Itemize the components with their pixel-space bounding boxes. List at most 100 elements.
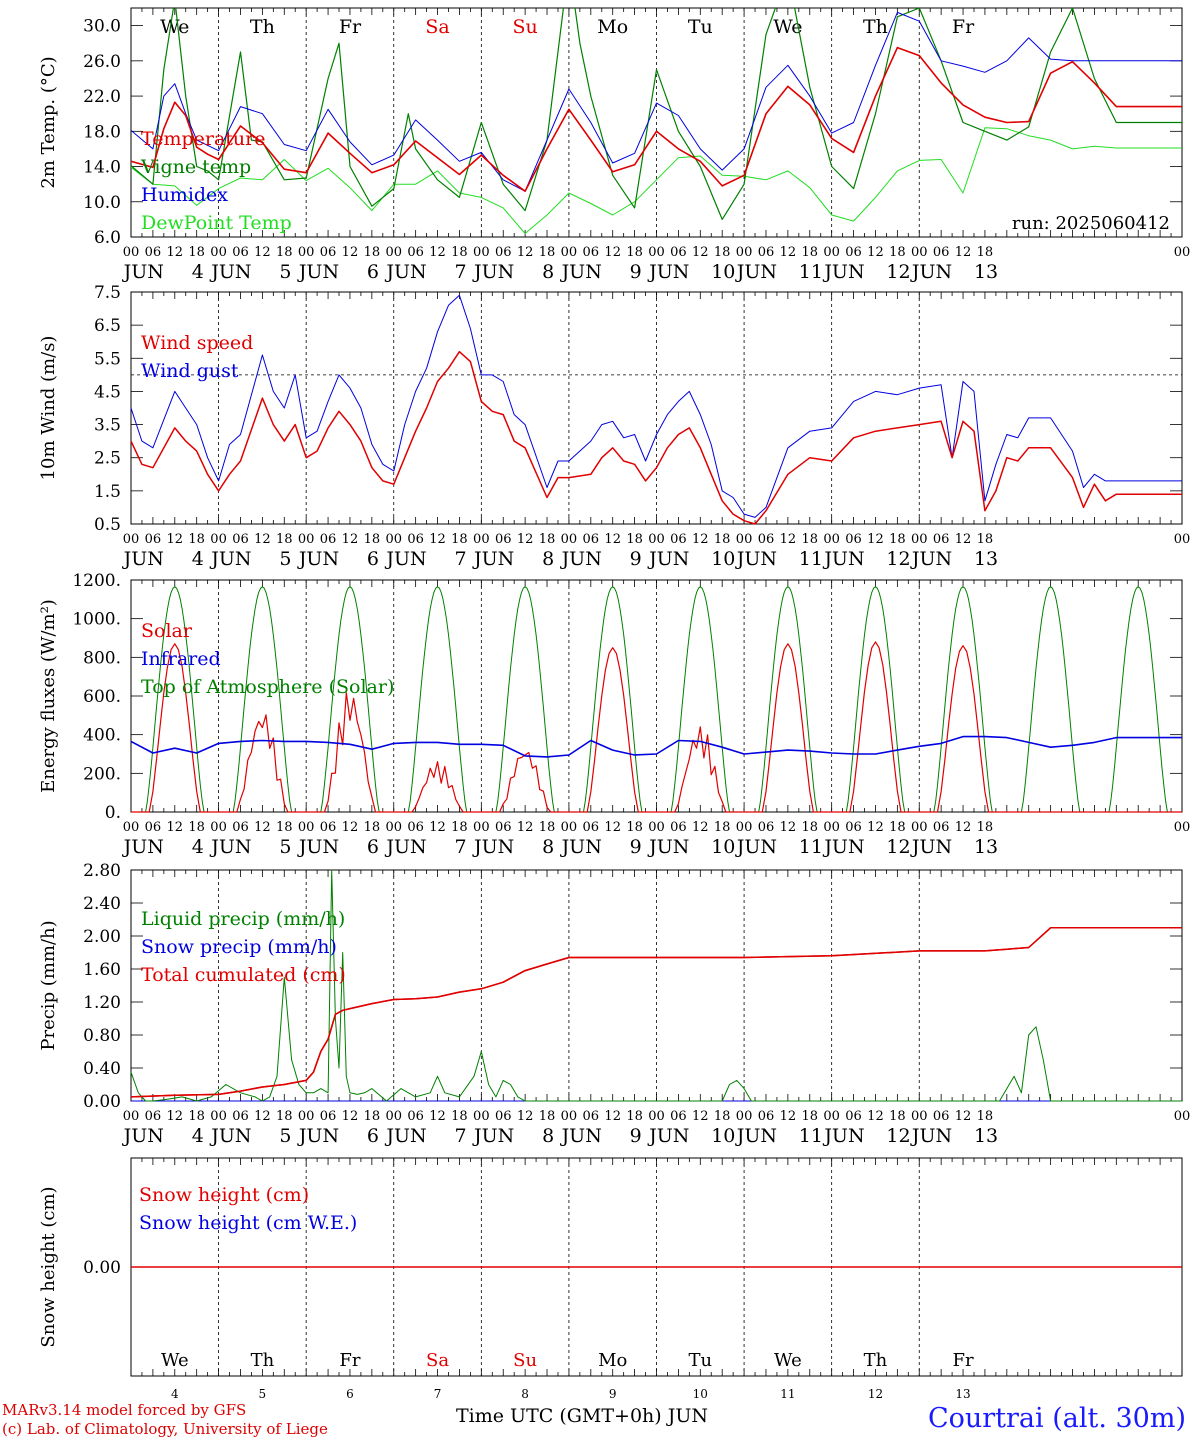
date-label: 11	[799, 1125, 823, 1147]
hour-label: 18	[977, 532, 994, 547]
hour-label: 18	[539, 532, 556, 547]
hour-label: 06	[933, 1109, 950, 1124]
hour-label: 18	[626, 532, 643, 547]
hour-label: 00	[736, 532, 753, 547]
hour-label: 12	[254, 820, 271, 835]
day-label: Fr	[952, 1350, 973, 1371]
month-label: JUN	[209, 548, 251, 570]
hour-label: 00	[123, 820, 140, 835]
month-label: JUN	[472, 261, 514, 283]
y-tick-label: 1.20	[83, 993, 121, 1013]
day-label: Mo	[597, 16, 628, 38]
y-tick-label: 400.	[83, 726, 121, 746]
month-label: JUN	[735, 548, 777, 570]
y-tick-label: 14.0	[83, 158, 121, 178]
hour-label: 12	[167, 1109, 184, 1124]
date-label: 5	[259, 1387, 267, 1401]
hour-label: 18	[188, 245, 205, 260]
month-label: JUN	[122, 1125, 164, 1147]
hour-label: 00	[473, 1109, 490, 1124]
hour-label: 00	[823, 245, 840, 260]
hour-label: 06	[845, 532, 862, 547]
month-label: JUN	[209, 1125, 251, 1147]
month-label: JUN	[384, 836, 426, 858]
hour-label: 18	[539, 245, 556, 260]
date-label: 6	[367, 548, 379, 570]
month-label: JUN	[910, 548, 952, 570]
month-label: JUN	[297, 548, 339, 570]
hour-label: 00	[823, 1109, 840, 1124]
hour-label: 12	[254, 1109, 271, 1124]
hour-label: 06	[495, 820, 512, 835]
hour-label: 00	[473, 245, 490, 260]
legend-snow-height-cm: Snow height (cm)	[139, 1184, 309, 1206]
y-tick-label: 18.0	[83, 122, 121, 142]
hour-label: 06	[933, 532, 950, 547]
day-label: We	[161, 1350, 189, 1371]
hour-label: 06	[407, 532, 424, 547]
date-label: 7	[454, 261, 466, 283]
hour-label: 18	[801, 1109, 818, 1124]
series-humidex	[131, 11, 1182, 192]
hour-label: 18	[451, 1109, 468, 1124]
date-label: 8	[542, 1125, 554, 1147]
hour-label: 12	[429, 532, 446, 547]
hour-label: 06	[670, 820, 687, 835]
date-label: 13	[974, 548, 998, 570]
day-label: Tu	[688, 1350, 712, 1371]
y-tick-label: 200.	[83, 764, 121, 784]
hour-label: 00	[298, 245, 315, 260]
hour-label: 12	[692, 1109, 709, 1124]
y-tick-label: 0.40	[83, 1059, 121, 1079]
hour-label: 12	[517, 532, 534, 547]
series-total-cumulated-front	[130, 927, 1182, 1098]
hour-label: 06	[145, 1109, 162, 1124]
hour-label: 12	[604, 820, 621, 835]
month-label: JUN	[822, 836, 864, 858]
hour-label: 06	[933, 245, 950, 260]
date-label: 4	[171, 1387, 179, 1401]
y-tick-label: 0.	[105, 803, 121, 823]
hour-label: 12	[780, 245, 797, 260]
date-label: 8	[521, 1387, 529, 1401]
hour-label: 00	[385, 1109, 402, 1124]
hour-label: 00	[385, 245, 402, 260]
day-label: Fr	[339, 1350, 360, 1371]
month-label: JUN	[560, 548, 602, 570]
series-infrared	[130, 735, 1182, 758]
date-label: 10	[711, 548, 735, 570]
y-tick-label: 1000.	[72, 610, 121, 630]
hour-label: 06	[407, 820, 424, 835]
hour-label: 18	[801, 245, 818, 260]
hour-label: 18	[276, 245, 293, 260]
hour-label: 06	[495, 245, 512, 260]
date-label: 4	[192, 836, 204, 858]
month-label: JUN	[647, 548, 689, 570]
day-label: Su	[512, 16, 537, 38]
date-label: 4	[192, 1125, 204, 1147]
hour-label: 00	[911, 820, 928, 835]
date-label: 9	[630, 261, 642, 283]
hour-label: 12	[517, 245, 534, 260]
panel-1-ylabel: 2m Temp. (°C)	[38, 56, 59, 188]
hour-label: 12	[167, 532, 184, 547]
series-temperature	[131, 46, 1182, 192]
hour-label: 00	[473, 532, 490, 547]
month-label: JUN	[647, 261, 689, 283]
series-wind-gust	[130, 294, 1182, 518]
hour-label: 00	[911, 245, 928, 260]
hour-label: 18	[714, 820, 731, 835]
date-label: 9	[609, 1387, 617, 1401]
hour-label: 06	[232, 532, 249, 547]
hour-label: 00	[561, 532, 578, 547]
legend-snow-height-cm-w-e: Snow height (cm W.E.)	[139, 1212, 357, 1234]
month-label: JUN	[647, 836, 689, 858]
y-tick-label: 1.60	[83, 960, 121, 980]
date-label: 11	[799, 261, 823, 283]
hour-label: 00	[561, 245, 578, 260]
panel-1-lines	[131, 8, 1182, 234]
date-label: 12	[868, 1387, 883, 1401]
hour-label: 00	[123, 532, 140, 547]
hour-label: 18	[889, 245, 906, 260]
day-label: We	[160, 16, 189, 38]
